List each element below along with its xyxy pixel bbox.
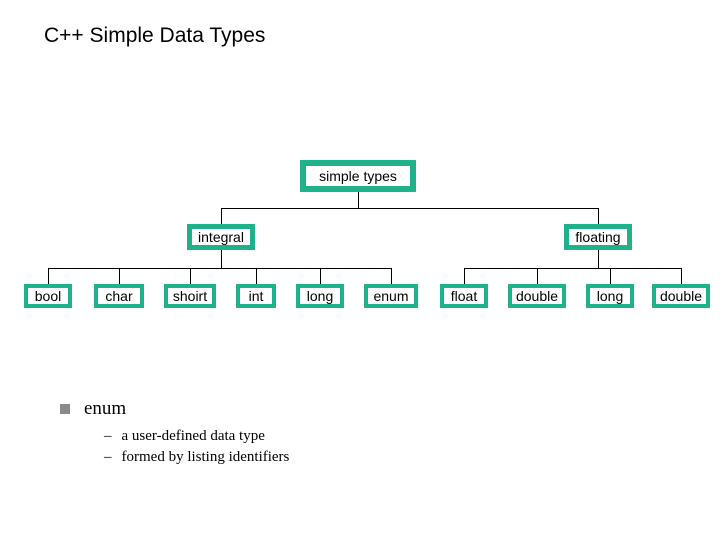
connector-line <box>256 268 257 284</box>
square-bullet-icon <box>60 404 70 414</box>
page-title: C++ Simple Data Types <box>44 24 265 48</box>
connector-line <box>190 268 191 284</box>
node-integral: integral <box>187 224 255 250</box>
node-leaf-8: long <box>586 284 634 308</box>
node-floating: floating <box>564 224 632 250</box>
node-leaf-6: float <box>440 284 488 308</box>
connector-line <box>48 268 49 284</box>
bullet-level1-label: enum <box>84 398 126 420</box>
connector-line <box>598 250 599 268</box>
node-leaf-9: double <box>652 284 710 308</box>
node-leaf-7: double <box>508 284 566 308</box>
connector-line <box>48 268 391 269</box>
node-leaf-0: bool <box>24 284 72 308</box>
connector-line <box>537 268 538 284</box>
connector-line <box>610 268 611 284</box>
bullet-level2-label: a user-defined data type <box>122 428 265 445</box>
bullet-level2: – a user-defined data type <box>104 428 289 445</box>
node-leaf-2: shoirt <box>164 284 216 308</box>
connector-line <box>221 250 222 268</box>
connector-line <box>681 268 682 284</box>
bullet-level2-label: formed by listing identifiers <box>122 449 290 466</box>
node-leaf-3: int <box>236 284 276 308</box>
connector-line <box>358 192 359 208</box>
bullet-level1: enum <box>60 398 289 420</box>
bullet-list: enum – a user-defined data type – formed… <box>60 398 289 470</box>
bullet-level2: – formed by listing identifiers <box>104 449 289 466</box>
node-leaf-4: long <box>296 284 344 308</box>
connector-line <box>119 268 120 284</box>
dash-bullet-icon: – <box>104 449 112 466</box>
type-hierarchy-diagram: simple types integral floating bool char shoi… <box>0 160 720 340</box>
connector-line <box>391 268 392 284</box>
dash-bullet-icon: – <box>104 428 112 445</box>
connector-line <box>320 268 321 284</box>
connector-line <box>464 268 465 284</box>
connector-line <box>598 208 599 224</box>
node-leaf-5: enum <box>364 284 418 308</box>
connector-line <box>221 208 598 209</box>
node-leaf-1: char <box>94 284 144 308</box>
node-root: simple types <box>300 160 416 192</box>
connector-line <box>221 208 222 224</box>
connector-line <box>464 268 681 269</box>
